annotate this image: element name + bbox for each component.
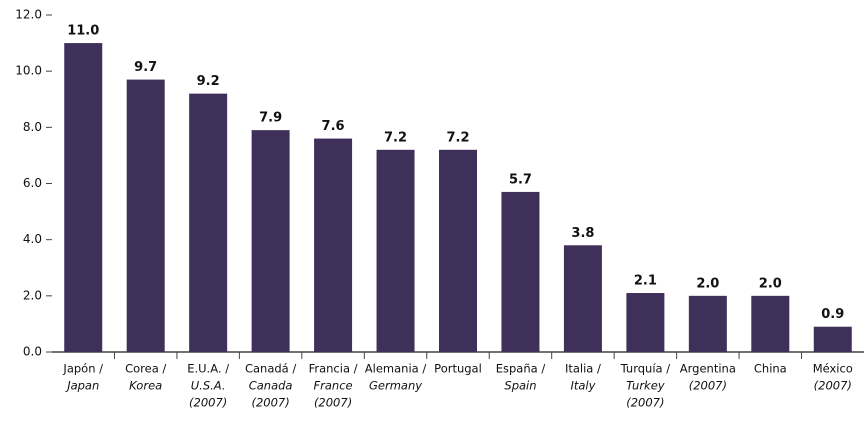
x-tick-label: Korea [129,379,162,393]
x-tick-label: Canada [249,379,293,393]
value-label: 5.7 [509,172,532,187]
x-tick-label: Italia / [565,362,601,376]
bar [751,295,790,352]
bar [189,93,228,352]
x-tick-label: México [813,362,853,376]
x-tick-label: France [314,379,353,393]
x-tick-label: U.S.A. [191,379,226,393]
y-tick-label: 2.0 [23,288,42,302]
value-label: 7.2 [384,130,407,145]
value-label: 7.9 [259,111,282,126]
x-tick-label: E.U.A. / [187,362,229,376]
x-tick-label: Francia / [309,362,358,376]
value-label: 7.6 [322,119,345,134]
y-tick-label: 4.0 [23,232,42,246]
value-label: 9.7 [134,60,157,75]
value-label: 2.0 [696,276,719,291]
value-label: 9.2 [197,74,220,89]
x-tick-label: (2007) [814,379,852,393]
x-tick-label: (2007) [626,396,664,410]
value-label: 0.9 [821,307,844,322]
bar [563,245,602,352]
x-tick-label: España / [496,362,546,376]
x-tick-label: (2007) [314,396,352,410]
bar [501,191,540,352]
x-tick-label: Alemania / [365,362,427,376]
y-tick-label: 12.0 [15,8,42,22]
bar [251,130,290,352]
x-tick-label: Japón / [62,362,103,376]
value-label: 3.8 [571,226,594,241]
x-tick-label: Argentina [680,362,736,376]
x-tick-label: (2007) [189,396,227,410]
y-tick-label: 10.0 [15,64,42,78]
bar [688,295,727,352]
bar [813,326,852,352]
x-tick-label: Japan [65,379,99,393]
y-tick-label: 6.0 [23,176,42,190]
x-tick-label: Corea / [125,362,166,376]
value-label: 11.0 [67,24,99,39]
x-tick-label: Italy [570,379,595,393]
value-label: 2.0 [759,276,782,291]
bar [376,149,415,352]
bar [626,293,665,352]
x-tick-label: Portugal [434,362,482,376]
x-tick-label: Spain [504,379,536,393]
x-tick-label: (2007) [251,396,289,410]
x-tick-label: (2007) [689,379,727,393]
value-label: 7.2 [446,130,469,145]
y-tick-label: 8.0 [23,120,42,134]
x-tick-label: Turquía / [620,362,671,376]
bar [314,138,353,352]
x-tick-label: China [754,362,787,376]
x-tick-label: Germany [369,379,422,393]
y-tick-label: 0.0 [23,345,42,359]
bar [126,79,165,352]
bar [439,149,477,352]
bar [64,43,103,352]
x-tick-label: Turkey [626,379,665,393]
x-tick-label: Canadá / [245,362,296,376]
value-label: 2.1 [634,274,657,289]
